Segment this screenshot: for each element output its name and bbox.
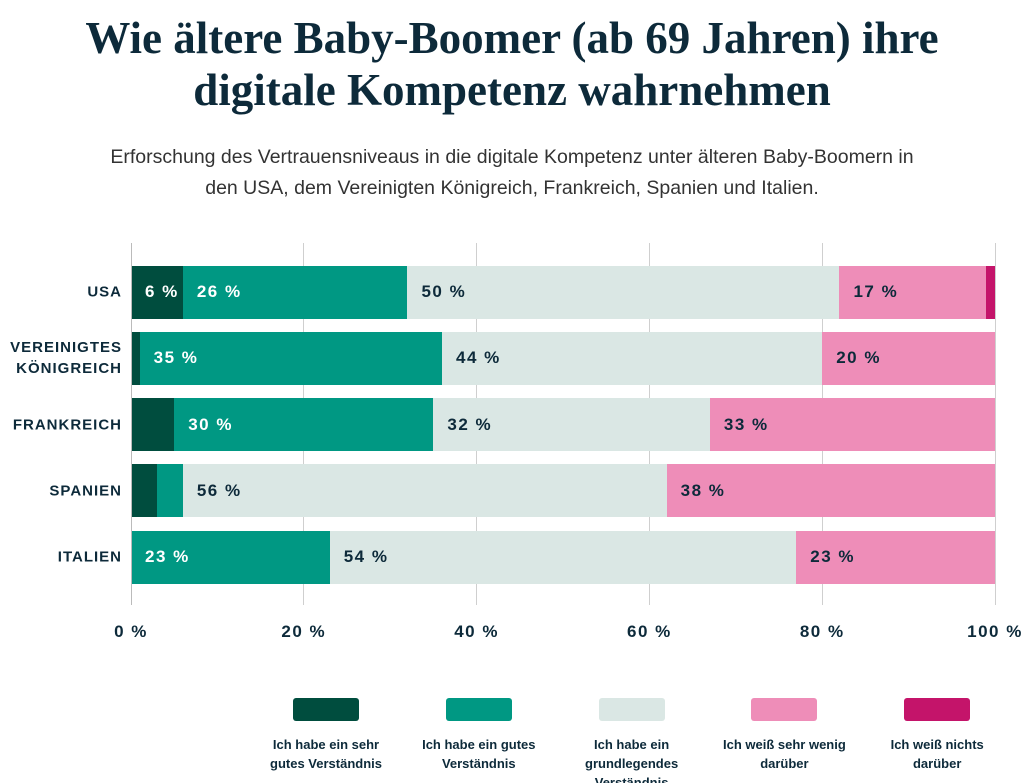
- value-label: 33 %: [723, 414, 769, 434]
- x-tick-label: 60 %: [627, 622, 672, 641]
- legend-swatch: [293, 698, 359, 721]
- value-label: 56 %: [196, 480, 242, 500]
- bar-segment: [442, 331, 823, 385]
- category-label: VEREINIGTES KÖNIGREICH: [10, 339, 122, 378]
- grid-line: [994, 243, 996, 605]
- value-label: 20 %: [836, 348, 881, 368]
- bar-segment: [174, 398, 434, 452]
- value-label: 32 %: [447, 414, 493, 434]
- legend-label: Ich weiß sehr wenig darüber: [722, 737, 846, 771]
- legend-label: Ich habe ein gutes Verständnis: [422, 737, 536, 771]
- value-label: 35 %: [153, 348, 199, 368]
- x-tick-label: 0 %: [114, 622, 148, 641]
- legend-label: Ich habe ein sehr gutes Verständnis: [270, 737, 382, 771]
- value-label: 6 %: [145, 282, 179, 301]
- value-label: 17 %: [853, 282, 899, 301]
- legend-swatch: [904, 698, 971, 721]
- value-label: 44 %: [456, 348, 501, 368]
- bar-segment: [839, 265, 987, 319]
- category-label: FRANKREICH: [12, 416, 122, 434]
- bar-segment: [986, 265, 995, 319]
- axis-line: [131, 243, 132, 605]
- bar-segment: [131, 265, 183, 319]
- bar-segment: [709, 398, 995, 452]
- bar-segment: [131, 331, 140, 385]
- category-label: USA: [87, 283, 122, 301]
- chart-title: Wie ältere Baby-Boomer (ab 69 Jahren) ih…: [85, 13, 939, 115]
- value-label: 30 %: [188, 414, 233, 434]
- bar-segment: [131, 464, 157, 518]
- category-label: ITALIEN: [57, 548, 122, 566]
- bar-segment: [666, 464, 995, 518]
- legend-label: Ich weiß nichts darüber: [890, 737, 984, 771]
- value-label: 50 %: [421, 282, 467, 301]
- legend-swatch: [445, 698, 512, 721]
- bar-segment: [433, 398, 710, 452]
- bar-segment: [822, 331, 995, 385]
- chart-subtitle: Erforschung des Vertrauensniveaus in die…: [110, 146, 914, 199]
- legend-swatch: [598, 698, 665, 721]
- legend-label: Ich habe ein grundlegendes Verständnis: [585, 737, 679, 783]
- value-label: 26 %: [196, 282, 242, 301]
- bar-segment: [131, 530, 330, 584]
- value-label: 23 %: [810, 547, 856, 567]
- bar-segment: [139, 331, 443, 385]
- x-tick-label: 20 %: [281, 622, 327, 641]
- x-tick-label: 80 %: [799, 622, 845, 641]
- value-label: 54 %: [343, 547, 389, 567]
- bar-segment: [156, 464, 183, 518]
- bar-segment: [407, 265, 840, 319]
- bar-segment: [329, 530, 797, 584]
- x-tick-label: 100 %: [967, 622, 1023, 641]
- bar-segment: [182, 464, 667, 518]
- value-label: 23 %: [145, 547, 190, 567]
- legend-swatch: [751, 698, 818, 721]
- value-label: 38 %: [680, 480, 726, 500]
- bar-segment: [796, 530, 995, 584]
- bar-segment: [182, 265, 408, 319]
- category-label: SPANIEN: [49, 482, 122, 500]
- x-tick-label: 40 %: [454, 622, 499, 641]
- bar-segment: [131, 398, 175, 452]
